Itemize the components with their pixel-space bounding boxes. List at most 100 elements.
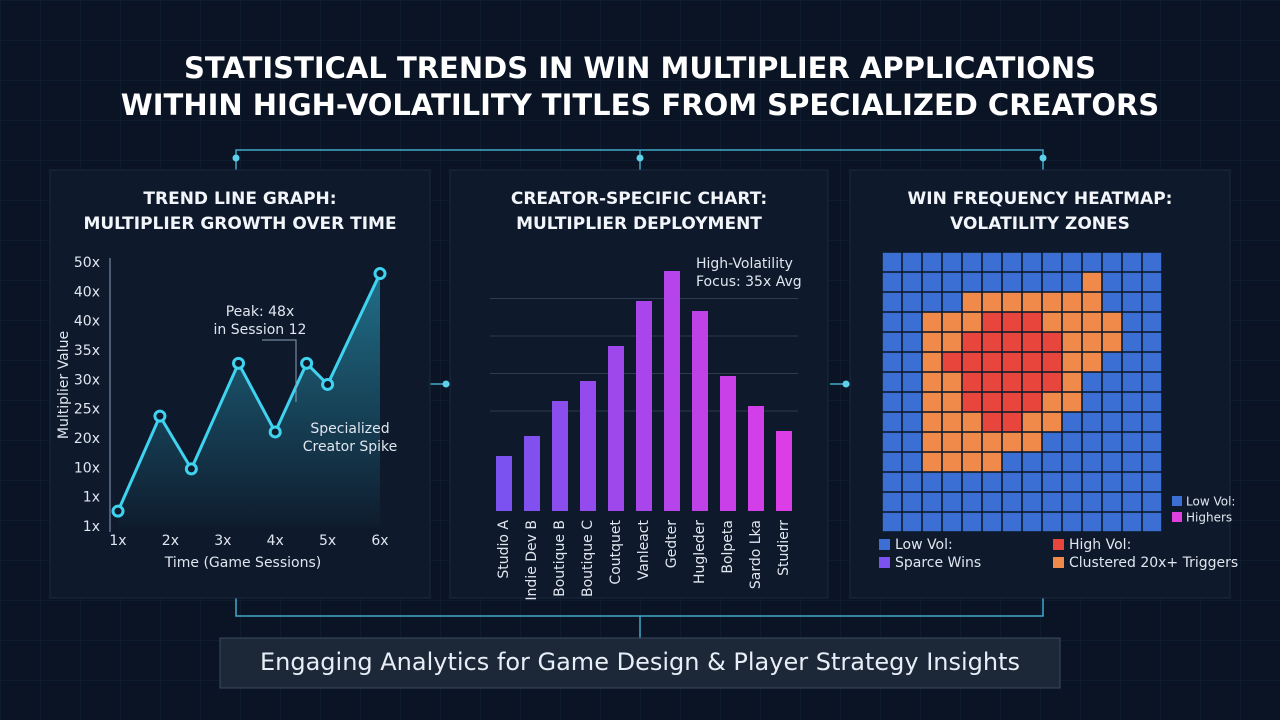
heat-cell <box>1142 352 1162 372</box>
heat-cell <box>1122 472 1142 492</box>
panel-title: CREATOR-SPECIFIC CHART: <box>511 189 767 209</box>
heat-cell <box>902 372 922 392</box>
heat-cell <box>942 472 962 492</box>
heat-cell <box>902 432 922 452</box>
heat-cell <box>1042 312 1062 332</box>
heat-cell <box>942 312 962 332</box>
heat-cell <box>1102 292 1122 312</box>
heat-cell <box>1042 372 1062 392</box>
heat-cell <box>1082 332 1102 352</box>
point <box>268 425 282 439</box>
heat-cell <box>1102 432 1122 452</box>
heat-cell <box>922 492 942 512</box>
heat-cell <box>1102 452 1122 472</box>
heat-cell <box>962 492 982 512</box>
heat-cell <box>1082 452 1102 472</box>
panel-title: TREND LINE GRAPH: <box>143 189 336 209</box>
heat-cell <box>1122 392 1142 412</box>
heat-cell <box>1002 392 1022 412</box>
heat-cell <box>922 512 942 532</box>
annotation: Focus: 35x Avg <box>696 274 802 290</box>
bar <box>664 271 680 511</box>
y-tick-label: 30x <box>74 372 100 388</box>
heat-cell <box>942 432 962 452</box>
x-tick-label: Boutique B <box>552 520 568 597</box>
heat-cell <box>922 392 942 412</box>
heat-cell <box>1022 492 1042 512</box>
heat-cell <box>942 352 962 372</box>
heat-cell <box>1022 252 1042 272</box>
heat-cell <box>982 472 1002 492</box>
heat-cell <box>1122 312 1142 332</box>
x-tick-label: 5x <box>319 533 336 549</box>
heat-cell <box>962 352 982 372</box>
heat-cell <box>1062 272 1082 292</box>
heat-cell <box>962 392 982 412</box>
bar <box>524 436 540 511</box>
heat-cell <box>1062 372 1082 392</box>
bar <box>496 456 512 511</box>
heat-cell <box>1122 352 1142 372</box>
heat-cell <box>922 372 942 392</box>
heat-cell <box>1062 332 1082 352</box>
heat-cell <box>1002 352 1022 372</box>
heat-cell <box>982 292 1002 312</box>
heat-cell <box>1022 472 1042 492</box>
bar <box>748 406 764 511</box>
heat-cell <box>962 412 982 432</box>
heat-cell <box>962 372 982 392</box>
heat-cell <box>902 312 922 332</box>
y-tick-label: 40x <box>74 314 100 330</box>
heat-cell <box>882 392 902 412</box>
heat-cell <box>922 312 942 332</box>
heat-cell <box>1042 472 1062 492</box>
heat-cell <box>902 332 922 352</box>
heat-cell <box>1022 412 1042 432</box>
heat-cell <box>1122 252 1142 272</box>
heat-cell <box>1002 472 1022 492</box>
heat-cell <box>902 272 922 292</box>
heat-cell <box>942 392 962 412</box>
heat-cell <box>1082 292 1102 312</box>
connectors <box>232 149 1047 638</box>
area <box>118 273 380 527</box>
heat-cell <box>1022 312 1042 332</box>
heat-cell <box>1142 412 1162 432</box>
heat-cell <box>942 412 962 432</box>
panel-title: MULTIPLIER DEPLOYMENT <box>516 214 762 234</box>
footer-box <box>219 637 1061 689</box>
annotation: Creator Spike <box>303 439 398 455</box>
heat-cell <box>922 412 942 432</box>
panel-title: MULTIPLIER GROWTH OVER TIME <box>83 214 396 234</box>
heat-cell <box>1142 372 1162 392</box>
heat-cell <box>942 452 962 472</box>
heat-cell <box>1042 392 1062 412</box>
heat-cell <box>1142 292 1162 312</box>
heat-cell <box>1002 292 1022 312</box>
x-tick-label: Bolpeta <box>720 520 736 574</box>
point <box>373 267 387 281</box>
bar <box>720 376 736 511</box>
heat-cell <box>1022 272 1042 292</box>
heat-cell <box>962 452 982 472</box>
heat-cell <box>922 472 942 492</box>
legend-label: Highers <box>1186 511 1232 525</box>
heat-cell <box>1102 392 1122 412</box>
x-axis-label: Time (Game Sessions) <box>164 555 321 571</box>
heat-cell <box>902 492 922 512</box>
heat-cell <box>1142 332 1162 352</box>
heat-cell <box>1102 312 1122 332</box>
heat-cell <box>1002 512 1022 532</box>
heat-cell <box>1102 492 1122 512</box>
point <box>153 409 167 423</box>
x-tick-label: 1x <box>109 533 126 549</box>
heat-cell <box>942 272 962 292</box>
heat-cell <box>962 272 982 292</box>
heat-cell <box>1042 452 1062 472</box>
heat-cell <box>922 272 942 292</box>
heat-cell <box>882 332 902 352</box>
x-tick-label: Studio A <box>496 520 512 579</box>
heat-cell <box>982 372 1002 392</box>
heat-cell <box>1002 452 1022 472</box>
